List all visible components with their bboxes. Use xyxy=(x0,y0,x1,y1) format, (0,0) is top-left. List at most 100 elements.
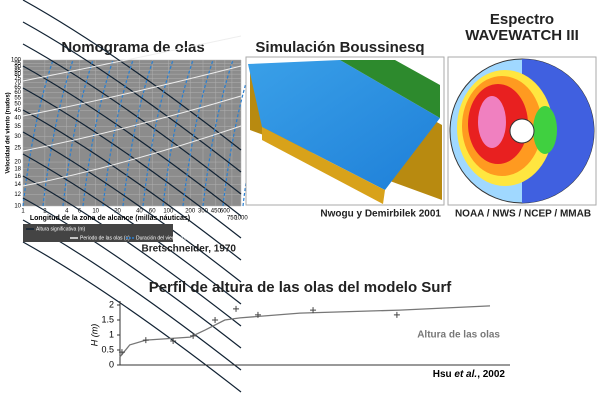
y-tick-label: 12 xyxy=(14,192,21,198)
duration-curve xyxy=(142,59,174,207)
period-curve xyxy=(22,95,242,152)
marker xyxy=(310,307,317,314)
credit-author: Hsu xyxy=(433,369,455,380)
panel-title: Espectro xyxy=(490,11,554,28)
duration-curve xyxy=(22,59,54,207)
credit: Nwogu y Demirbilek 2001 xyxy=(320,209,441,220)
height-curve xyxy=(22,131,242,283)
panel-title: WAVEWATCH III xyxy=(465,27,579,44)
period-curve xyxy=(22,125,242,187)
sea-surface xyxy=(248,60,440,190)
height-curve xyxy=(22,241,242,393)
height-curve xyxy=(22,109,242,261)
x-tick-label: 6 xyxy=(78,209,82,215)
x-tick-label: 10 xyxy=(92,209,99,215)
y-tick-label: 1 xyxy=(109,329,114,339)
duration-curve xyxy=(162,59,194,207)
x-tick-label: 750 xyxy=(227,216,238,222)
panel-title: Simulación Boussinesq xyxy=(255,39,424,56)
x-tick-label: 100 xyxy=(163,209,174,215)
y-tick-label: 40 xyxy=(14,116,21,122)
y-tick-label: 35 xyxy=(14,124,21,130)
credit: NOAA / NWS / NCEP / MMAB xyxy=(455,209,591,220)
x-tick-label: 450 xyxy=(211,209,222,215)
marker xyxy=(142,337,149,344)
x-tick-label: 2 xyxy=(43,209,47,215)
spectrum-band xyxy=(533,106,557,154)
spectrum-center xyxy=(509,118,535,144)
marker xyxy=(254,311,261,318)
y-tick-label: 95 xyxy=(14,61,21,67)
x-tick-label: 300 xyxy=(198,209,209,215)
y-tick-label: 10 xyxy=(14,204,21,210)
period-curve xyxy=(22,35,242,82)
credit: Bretschneider, 1970 xyxy=(142,244,237,255)
y-axis-label: H (m) xyxy=(89,324,99,347)
marker xyxy=(212,317,219,323)
duration-curve xyxy=(62,59,94,207)
y-tick-label: 30 xyxy=(14,134,21,140)
y-tick-label: 90 xyxy=(14,64,21,70)
marker xyxy=(233,305,240,312)
y-tick-label: 70 xyxy=(14,80,21,86)
y-tick-label: 75 xyxy=(14,76,21,82)
duration-curve xyxy=(222,59,254,207)
credit-etal: et al. xyxy=(454,369,477,380)
y-tick-label: 80 xyxy=(14,72,21,78)
marker xyxy=(190,332,197,339)
beach xyxy=(340,60,440,118)
y-tick-label: 14 xyxy=(14,182,21,188)
duration-curve xyxy=(202,59,234,207)
y-tick-label: 65 xyxy=(14,85,21,91)
chart-title: Perfil de altura de las olas del modelo … xyxy=(149,279,453,296)
legend-label: Altura significativa (m) xyxy=(36,226,86,232)
height-curve xyxy=(22,197,242,349)
period-curve xyxy=(22,65,242,117)
y-tick-label: 55 xyxy=(14,95,21,101)
y-tick-label: 50 xyxy=(14,102,21,108)
x-tick-label: 4 xyxy=(65,209,69,215)
x-tick-label: 20 xyxy=(114,209,121,215)
height-curve xyxy=(22,0,242,151)
y-axis-label: Velocidad del viento (nudos) xyxy=(6,92,12,173)
line xyxy=(119,305,491,358)
y-tick-label: 1.5 xyxy=(101,314,114,324)
x-axis-label: Longitud de la zona de alcance (millas n… xyxy=(30,215,190,222)
legend-label: Periodo de las olas (s) xyxy=(80,235,130,241)
y-tick-label: 45 xyxy=(14,108,21,114)
y-tick-label: 16 xyxy=(14,174,21,180)
duration-curve xyxy=(102,59,134,207)
duration-curve xyxy=(182,59,214,207)
legend-label: Duración del viento (h) xyxy=(136,235,187,241)
credit: Hsu et al., 2002 xyxy=(433,369,506,380)
y-tick-label: 20 xyxy=(14,160,21,166)
duration-curve xyxy=(42,59,74,207)
marker xyxy=(170,338,177,344)
duration-curve xyxy=(122,59,154,207)
panel-title: Nomograma de olas xyxy=(61,39,204,56)
basin-front xyxy=(262,127,385,204)
height-curve xyxy=(22,43,242,195)
duration-curve xyxy=(82,59,114,207)
height-curve xyxy=(22,21,242,173)
y-tick-label: 0.5 xyxy=(101,344,114,354)
marker xyxy=(118,349,125,356)
x-tick-label: 1 xyxy=(21,209,25,215)
y-tick-label: 25 xyxy=(14,145,21,151)
x-tick-label: 600 xyxy=(220,209,231,215)
y-tick-label: 85 xyxy=(14,68,21,74)
legend-box xyxy=(23,224,173,242)
x-tick-label: 1000 xyxy=(234,216,248,222)
legend-label: Altura de las olas xyxy=(417,330,500,341)
spectrum-band xyxy=(478,96,506,148)
y-tick-label: 60 xyxy=(14,90,21,96)
y-tick-label: 18 xyxy=(14,166,21,172)
x-tick-label: 200 xyxy=(185,209,196,215)
y-tick-label: 0 xyxy=(109,359,114,369)
x-tick-label: 40 xyxy=(136,209,143,215)
height-curve xyxy=(22,153,242,305)
nomogram-bg xyxy=(23,60,241,206)
credit-year: , 2002 xyxy=(477,369,505,380)
marker xyxy=(393,311,400,318)
